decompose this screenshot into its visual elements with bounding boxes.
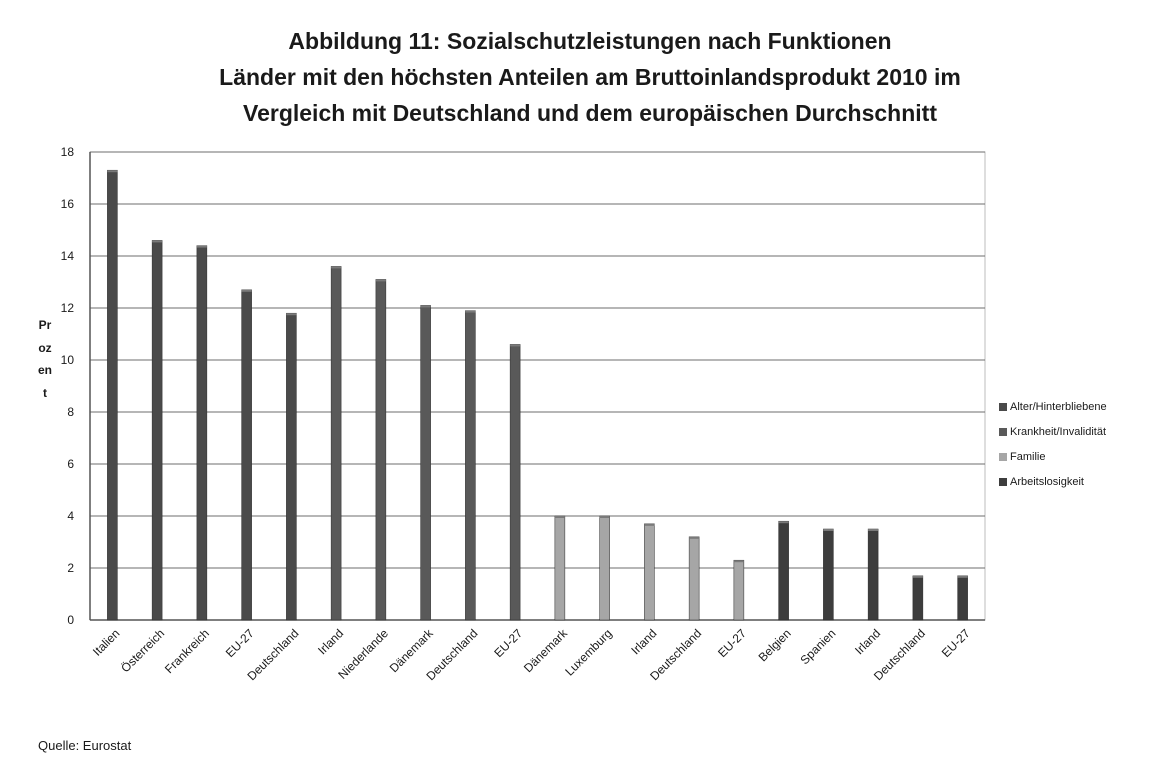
bar-arbeitslosigkeit-18 (912, 575, 924, 621)
x-tick-label: Irland (852, 626, 883, 657)
bar-cap (778, 521, 789, 524)
y-tick-label: 2 (67, 561, 74, 575)
bar-krankheit-invalidit-t-6 (375, 279, 387, 621)
bar-alter-hinterbliebene-3 (241, 289, 252, 621)
legend-swatch (999, 428, 1007, 436)
y-tick-label: 8 (67, 405, 74, 419)
legend-item: Familie (999, 451, 1045, 463)
chart-title-line-3: Vergleich mit Deutschland und dem europä… (243, 100, 937, 126)
y-tick-label: 12 (61, 301, 75, 315)
bar-cap (420, 305, 431, 308)
bar-cap (196, 245, 207, 248)
bar-cap (599, 516, 610, 518)
bar-krankheit-invalidit-t-5 (330, 266, 342, 621)
source-note: Quelle: Eurostat (38, 738, 132, 753)
bar-cap (912, 575, 923, 578)
legend-label: Alter/Hinterbliebene (1010, 401, 1107, 413)
y-axis-label: Prozent (38, 318, 53, 400)
bar-familie-13 (688, 536, 700, 621)
y-tick-label: 0 (67, 613, 74, 627)
bar-alter-hinterbliebene-0 (107, 169, 118, 621)
legend-label: Familie (1010, 451, 1046, 463)
x-tick-label: Italien (90, 626, 123, 659)
y-tick-label: 10 (61, 353, 75, 367)
bar-familie-11 (599, 515, 610, 621)
x-tick-label: Belgien (756, 626, 794, 664)
legend-label: Arbeitslosigkeit (1010, 476, 1084, 488)
x-tick-label: Spanien (797, 626, 838, 667)
bar-cap (957, 575, 968, 578)
legend-item: Krankheit/Invalidität (999, 426, 1106, 438)
bar-krankheit-invalidit-t-9 (509, 344, 521, 621)
x-tick-label: Österreich (118, 626, 167, 675)
x-tick-label: Irland (315, 626, 346, 657)
bar-arbeitslosigkeit-15 (778, 520, 789, 621)
bar-krankheit-invalidit-t-7 (420, 305, 431, 621)
bar-alter-hinterbliebene-2 (196, 245, 208, 621)
x-tick-label: EU-27 (491, 626, 525, 660)
bar-cap (554, 516, 565, 518)
bar-cap (868, 529, 879, 531)
bar-cap (689, 536, 700, 539)
bar-cap (152, 240, 163, 243)
bar-cap (823, 529, 834, 531)
bar-arbeitslosigkeit-19 (957, 575, 968, 621)
bar-cap (644, 523, 655, 526)
x-tick-label: EU-27 (223, 626, 257, 660)
y-tick-label: 14 (61, 249, 75, 263)
legend-item: Alter/Hinterbliebene (999, 401, 1107, 413)
bar-familie-14 (733, 559, 745, 621)
x-tick-label: EU-27 (939, 626, 973, 660)
bar-cap (286, 313, 297, 316)
legend-swatch (999, 403, 1007, 411)
bar-cap (510, 344, 521, 347)
bar-arbeitslosigkeit-16 (823, 528, 834, 621)
bar-alter-hinterbliebene-1 (151, 240, 163, 621)
chart-title-line-2: Länder mit den höchsten Anteilen am Brut… (219, 64, 961, 90)
bar-arbeitslosigkeit-17 (867, 528, 879, 621)
x-tick-label: Irland (628, 626, 659, 657)
bar-familie-12 (644, 523, 655, 621)
y-tick-label: 18 (61, 145, 75, 159)
legend-item: Arbeitslosigkeit (999, 476, 1084, 488)
y-tick-label: 4 (67, 509, 74, 523)
bar-cap (241, 289, 252, 292)
bar-krankheit-invalidit-t-8 (465, 310, 476, 621)
bar-cap (331, 266, 342, 269)
legend-label: Krankheit/Invalidität (1010, 426, 1106, 438)
bar-cap (465, 310, 476, 313)
x-tick-label: Frankreich (162, 626, 212, 676)
bar-cap (375, 279, 386, 282)
y-tick-label: 16 (61, 197, 75, 211)
bar-familie-10 (554, 515, 566, 621)
x-tick-label: Luxemburg (562, 626, 614, 678)
x-tick-label: EU-27 (715, 626, 749, 660)
y-tick-label: 6 (67, 457, 74, 471)
legend-swatch (999, 478, 1007, 486)
bar-cap (107, 170, 118, 173)
chart-title-line-1: Abbildung 11: Sozialschutzleistungen nac… (288, 28, 892, 54)
bar-cap (733, 560, 744, 563)
bar-alter-hinterbliebene-4 (286, 312, 297, 621)
plot-frame (89, 151, 986, 621)
legend-swatch (999, 453, 1007, 461)
